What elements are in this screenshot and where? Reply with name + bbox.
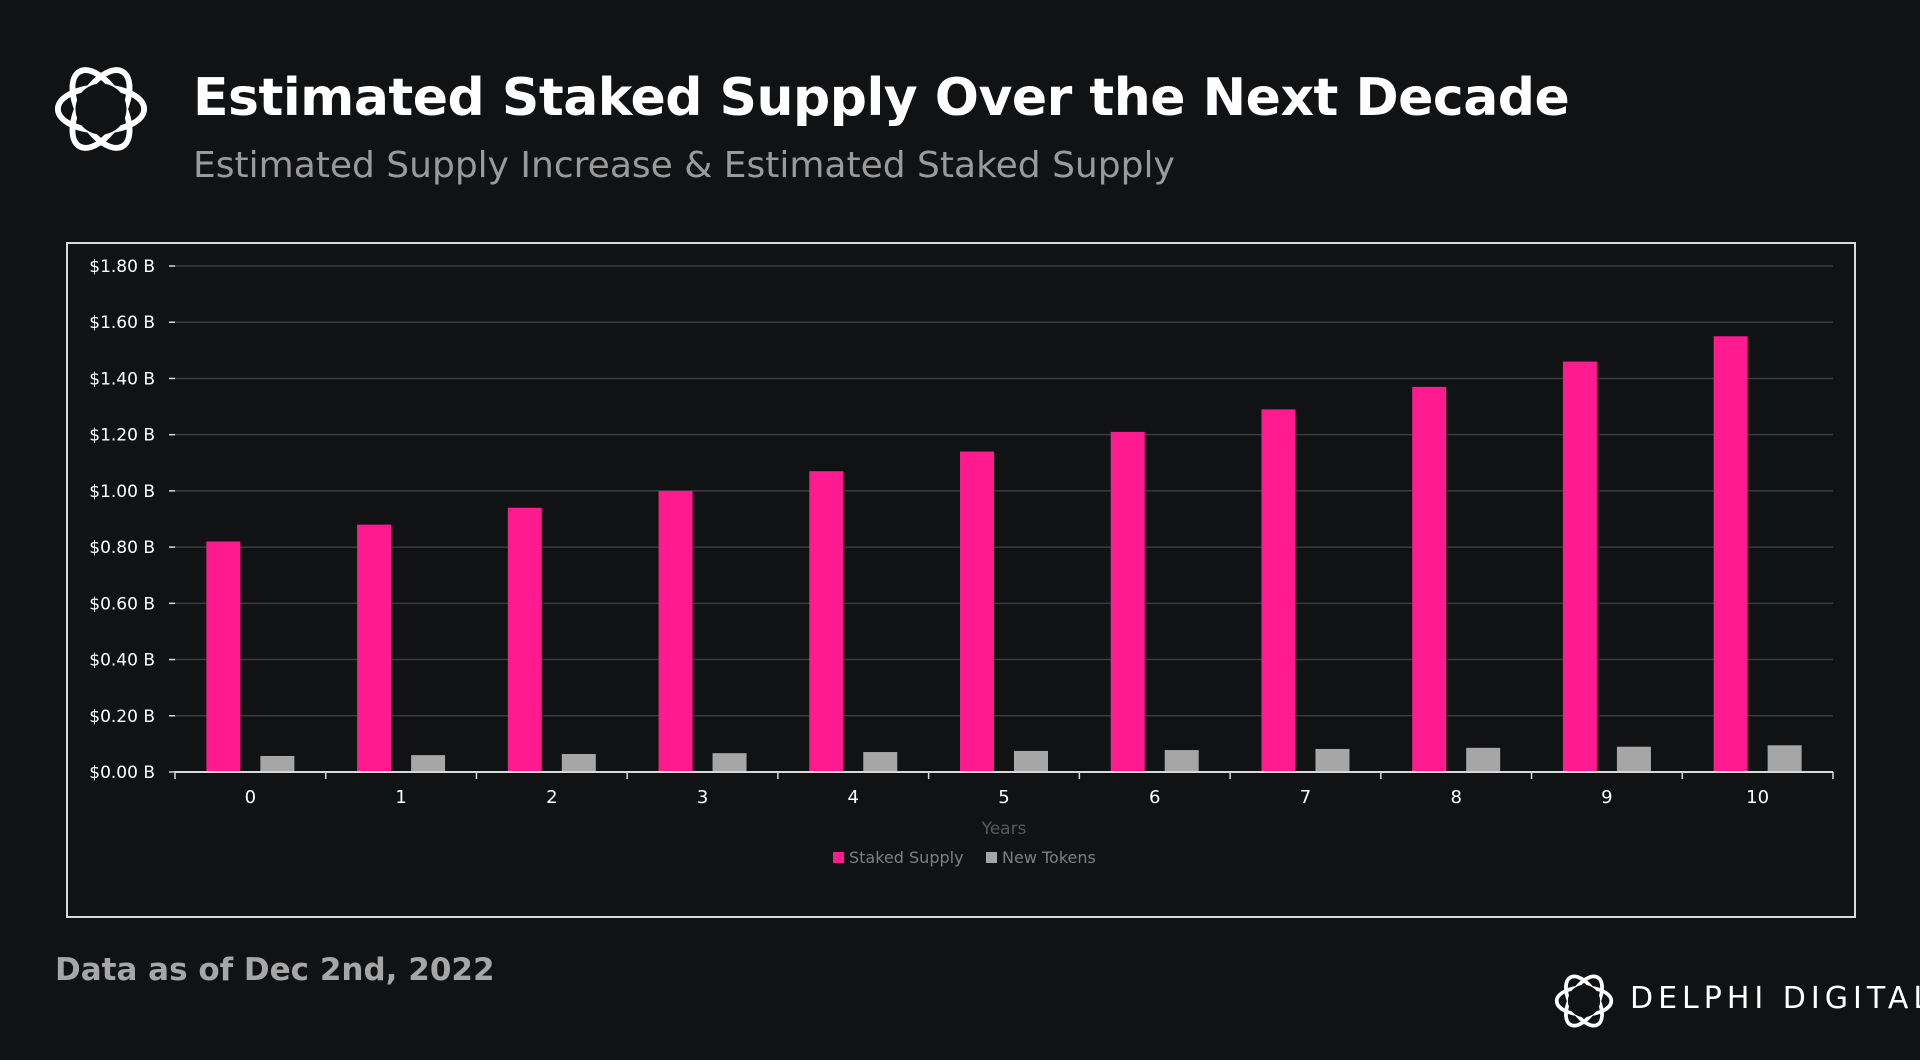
x-tick-label: 8 [1450, 787, 1461, 808]
new-tokens-bar [712, 753, 747, 772]
brand-name: DELPHI DIGITAL [1630, 981, 1920, 1016]
new-tokens-bar [1164, 750, 1199, 772]
chart: $0.00 B $0.20 B $0.40 B $0.60 B $0.80 B $1.00… [89, 257, 1834, 867]
staked-supply-bar [658, 490, 693, 772]
y-tick-label: $1.40 B [89, 369, 155, 389]
y-tick-label: $0.40 B [89, 651, 155, 671]
new-tokens-bar [1014, 750, 1048, 772]
staked-supply-bar [206, 541, 241, 772]
legend-swatch [833, 852, 844, 863]
y-tick-label: $0.00 B [89, 763, 155, 783]
y-tick-label: $0.60 B [89, 594, 155, 614]
page-title: Estimated Staked Supply Over the Next De… [193, 68, 1570, 128]
new-tokens-bar [1466, 747, 1501, 772]
new-tokens-bar [1616, 746, 1651, 772]
chart-frame: $0.00 B $0.20 B $0.40 B $0.60 B $0.80 B $1.00… [66, 242, 1856, 918]
legend-label: Staked Supply [849, 848, 964, 867]
x-tick-label: 9 [1601, 787, 1612, 808]
delphi-brand-icon [1554, 974, 1614, 1028]
staked-supply-bar [1110, 431, 1145, 772]
y-tick-label: $0.20 B [89, 707, 155, 727]
x-tick-label: 3 [697, 787, 708, 808]
legend-swatch [986, 852, 997, 863]
x-tick-label: 1 [395, 787, 406, 808]
y-tick-label: $1.60 B [89, 313, 155, 333]
page-subtitle: Estimated Supply Increase & Estimated St… [193, 145, 1175, 186]
staked-supply-bar [357, 524, 392, 772]
staked-supply-bar [507, 507, 542, 772]
new-tokens-bar [1767, 745, 1802, 772]
x-tick-label: 0 [245, 787, 256, 808]
y-tick-label: $1.80 B [89, 257, 155, 277]
x-tick-label: 6 [1149, 787, 1160, 808]
x-tick-label: 5 [998, 787, 1009, 808]
staked-supply-bar [1562, 361, 1597, 772]
staked-supply-bar [809, 471, 844, 772]
new-tokens-bar [863, 752, 898, 772]
staked-supply-bar [1412, 386, 1447, 772]
staked-supply-bar [960, 451, 994, 772]
x-tick-label: 10 [1746, 787, 1769, 808]
y-tick-label: $0.80 B [89, 538, 155, 558]
new-tokens-bar [411, 755, 446, 772]
y-tick-label: $1.20 B [89, 426, 155, 446]
y-tick-label: $1.00 B [89, 482, 155, 502]
delphi-logo-icon [54, 67, 148, 151]
new-tokens-bar [1315, 748, 1350, 772]
new-tokens-bar [260, 755, 295, 772]
new-tokens-bar [561, 754, 596, 772]
staked-supply-bar [1261, 409, 1296, 772]
x-tick-label: 2 [546, 787, 557, 808]
data-date-note: Data as of Dec 2nd, 2022 [55, 952, 495, 988]
x-tick-label: 7 [1300, 787, 1311, 808]
staked-supply-bar [1713, 336, 1748, 772]
x-tick-label: 4 [848, 787, 859, 808]
legend-label: New Tokens [1002, 848, 1096, 867]
x-axis-title: Years [981, 819, 1027, 839]
